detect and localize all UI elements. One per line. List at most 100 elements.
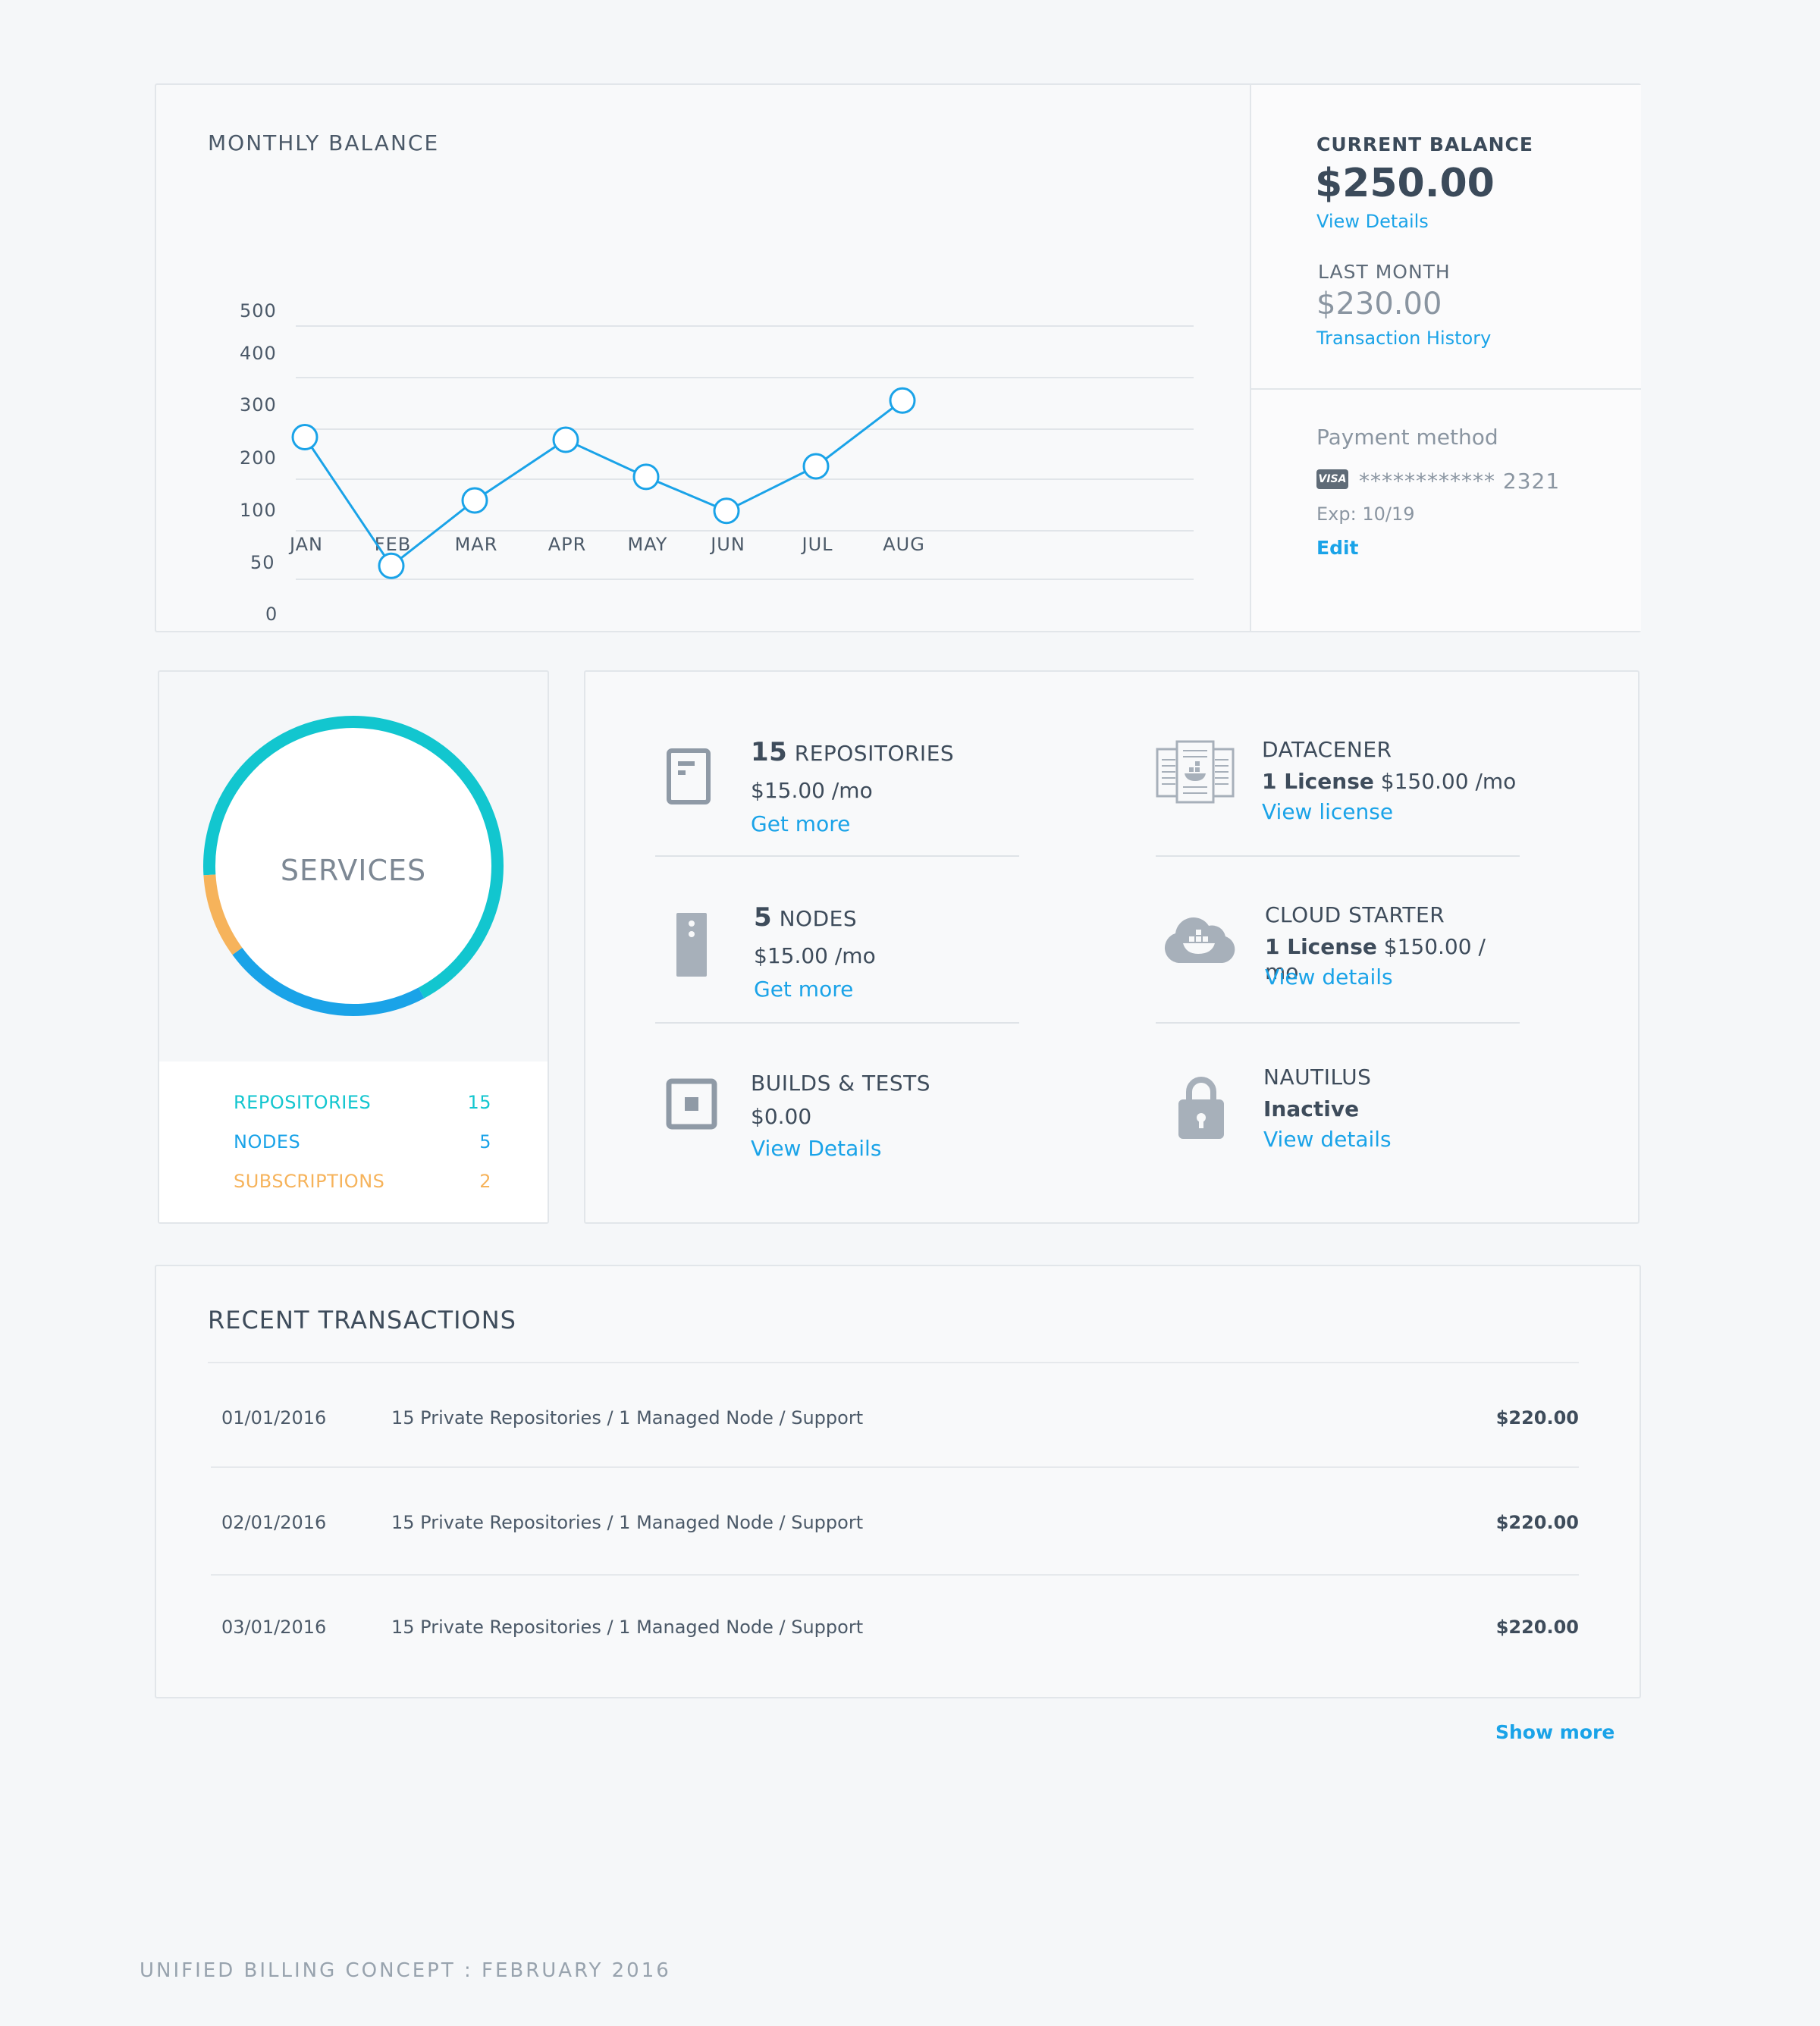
repositories-count: 15 [751,737,788,767]
current-balance-label: CURRENT BALANCE [1316,133,1533,155]
y-tick-label: 0 [265,604,278,625]
nautilus-view-details-link[interactable]: View details [1263,1127,1392,1152]
nodes-get-more-link[interactable]: Get more [754,977,854,1002]
legend-row-nodes: NODES 5 [234,1131,491,1153]
datacenter-view-license-link[interactable]: View license [1262,799,1394,824]
x-tick-label: JUL [800,534,833,555]
repository-icon [666,748,711,808]
transaction-amount: $220.00 [1495,1617,1579,1638]
monthly-balance-panel: MONTHLY BALANCE 500 400 300 200 100 50 0 JAN FEB… [155,83,1641,632]
donut-segment-repositories[interactable] [203,716,504,999]
divider [1156,855,1520,857]
data-point-mar[interactable] [461,487,488,514]
services-donut: SERVICES [159,672,548,1062]
show-more-link[interactable]: Show more [1495,1721,1615,1743]
legend-count: 2 [479,1171,491,1192]
nodes-title-text: NODES [779,906,858,931]
data-point-aug[interactable] [889,387,916,414]
last-month-label: LAST MONTH [1318,261,1451,283]
data-point-jan[interactable] [291,424,318,450]
monthly-balance-chart: MONTHLY BALANCE 500 400 300 200 100 50 0 JAN FEB… [156,85,1250,631]
transaction-amount: $220.00 [1495,1512,1579,1533]
services-donut-chart [203,716,504,1016]
transaction-date: 01/01/2016 [221,1407,327,1429]
transaction-date: 02/01/2016 [221,1512,327,1533]
y-tick-label: 100 [240,500,277,521]
balance-series-line [303,400,903,568]
card-number: ************ 2321 [1359,469,1561,494]
data-point-may[interactable] [632,463,660,491]
balance-summary: CURRENT BALANCE $250.00 View Details LAS… [1250,85,1641,631]
nodes-item: 5 NODES $15.00 /mo Get more [655,902,1019,1024]
nodes-count: 5 [754,902,773,933]
data-point-jul[interactable] [802,453,830,480]
y-tick-label: 500 [240,300,277,321]
services-panel: SERVICES REPOSITORIES 15 NODES 5 SUBSCRI… [158,670,549,1224]
legend-row-subscriptions: SUBSCRIPTIONS 2 [234,1171,491,1192]
x-tick-label: MAY [628,534,668,555]
legend-label: NODES [234,1131,301,1153]
cloud-starter-license: 1 License $150.00 / mo [1265,934,1520,984]
cloud-starter-license-count: 1 License [1265,934,1377,959]
transaction-description: 15 Private Repositories / 1 Managed Node… [391,1512,864,1533]
nodes-title: 5 NODES [754,902,857,933]
view-details-link[interactable]: View Details [1316,211,1429,232]
x-tick-label: JUN [709,534,745,555]
recent-transactions-panel: RECENT TRANSACTIONS 01/01/2016 15 Privat… [155,1265,1641,1698]
legend-label: SUBSCRIPTIONS [234,1171,385,1192]
datacenter-price: $150.00 /mo [1380,769,1517,794]
donut-segment-subscriptions[interactable] [203,874,243,955]
nodes-price: $15.00 /mo [754,943,876,968]
legend-count: 5 [479,1131,491,1153]
divider [655,1022,1019,1024]
data-point-apr[interactable] [552,426,579,453]
transaction-row[interactable]: 02/01/2016 15 Private Repositories / 1 M… [221,1512,1579,1542]
builds-tests-view-details-link[interactable]: View Details [751,1136,882,1161]
x-tick-label: FEB [375,534,411,555]
data-point-jun[interactable] [713,497,740,525]
legend-row-repositories: REPOSITORIES 15 [234,1092,491,1113]
current-balance-value: $250.00 [1315,161,1495,206]
chart-title: MONTHLY BALANCE [208,130,440,155]
builds-tests-title: BUILDS & TESTS [751,1071,930,1096]
legend-count: 15 [467,1092,491,1113]
y-tick-label: 300 [240,394,277,416]
x-tick-label: JAN [288,534,323,555]
repositories-item: 15 REPOSITORIES $15.00 /mo Get more [655,737,1019,858]
data-point-feb[interactable] [378,552,405,579]
nautilus-item: NAUTILUS Inactive View details [1156,1065,1520,1186]
x-tick-label: AUG [883,534,925,555]
balance-summary-top: CURRENT BALANCE $250.00 View Details LAS… [1251,85,1641,390]
datacenter-license-count: 1 License [1262,769,1374,794]
legend-label: REPOSITORIES [234,1092,372,1113]
transaction-description: 15 Private Repositories / 1 Managed Node… [391,1407,864,1429]
services-legend: REPOSITORIES 15 NODES 5 SUBSCRIPTIONS 2 [159,1062,548,1222]
repositories-price: $15.00 /mo [751,778,873,803]
donut-segment-nodes[interactable] [232,947,425,1016]
divider [211,1574,1579,1576]
repositories-title: 15 REPOSITORIES [751,737,954,767]
card-expiry: Exp: 10/19 [1316,503,1415,525]
y-tick-label: 400 [240,343,277,364]
divider [1156,1022,1520,1024]
transaction-row[interactable]: 03/01/2016 15 Private Repositories / 1 M… [221,1617,1579,1647]
docker-cloud-icon [1162,916,1236,968]
divider [211,1466,1579,1468]
cloud-starter-view-details-link[interactable]: View details [1265,964,1393,989]
builds-tests-item: BUILDS & TESTS $0.00 View Details [655,1066,1019,1187]
subscriptions-panel: 15 REPOSITORIES $15.00 /mo Get more 5 NO… [584,670,1640,1224]
services-center-label: SERVICES [280,854,427,887]
x-tick-label: APR [548,534,587,555]
footer-caption: UNIFIED BILLING CONCEPT : FEBRUARY 2016 [140,1959,671,1982]
transaction-row[interactable]: 01/01/2016 15 Private Repositories / 1 M… [221,1407,1579,1438]
donut-center [215,728,491,1004]
y-tick-label: 200 [240,447,277,469]
payment-method-label: Payment method [1316,425,1498,450]
edit-payment-link[interactable]: Edit [1316,537,1359,559]
datacenter-license: 1 License $150.00 /mo [1262,769,1516,794]
repositories-get-more-link[interactable]: Get more [751,811,851,836]
cloud-starter-item: CLOUD STARTER 1 License $150.00 / mo Vie… [1156,902,1520,1024]
transaction-history-link[interactable]: Transaction History [1316,328,1492,349]
datacenter-item: DATACENER 1 License $150.00 /mo View lic… [1156,737,1520,858]
